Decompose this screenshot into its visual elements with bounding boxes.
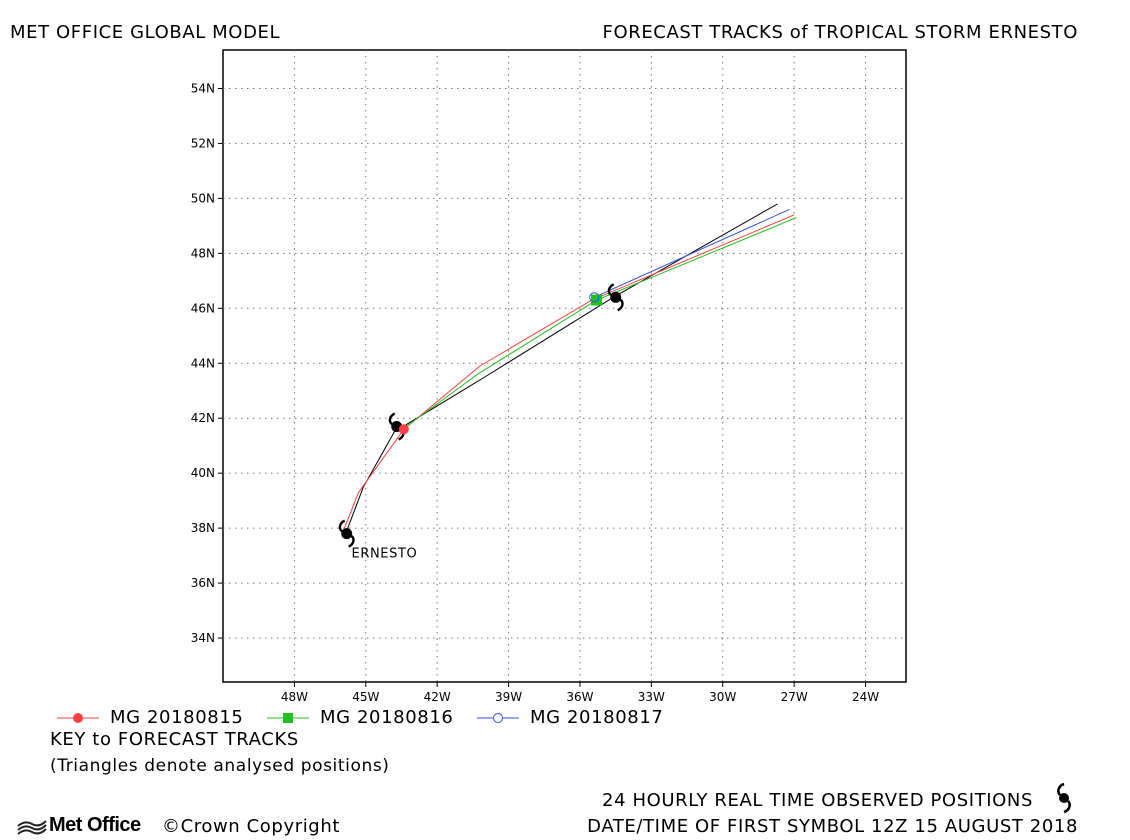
series-marker-2 <box>589 292 600 303</box>
x-tick-label-3: 39W <box>495 690 522 704</box>
storm-symbol-core-2 <box>610 291 622 303</box>
legend-label-mg-20180816: MG 20180816 <box>320 707 454 728</box>
legend-item-mg-20180816: MG 20180816 <box>265 707 475 728</box>
x-tick-label-7: 27W <box>781 690 808 704</box>
x-tick-label-1: 45W <box>352 690 379 704</box>
x-tick-label-4: 36W <box>566 690 593 704</box>
met-office-logo-icon <box>17 820 47 835</box>
observed-storm-positions <box>338 283 624 548</box>
track-line-2 <box>593 208 790 298</box>
storm-name-label: ERNESTO <box>352 546 418 561</box>
storm-symbol-arm-b-2 <box>617 298 624 312</box>
legend-blue-open-circle-marker-icon <box>477 713 519 723</box>
met-office-brand: Met Office <box>49 814 141 836</box>
y-tick-label-9: 52N <box>191 136 215 150</box>
storm-symbol-arm-a-0 <box>338 519 346 533</box>
track-line-3 <box>346 203 778 532</box>
series-marker-0 <box>398 424 409 435</box>
legend-green-square-marker-icon <box>267 713 309 723</box>
legend-item-mg-20180815: MG 20180815 <box>55 707 265 728</box>
storm-symbol-2 <box>607 283 624 312</box>
legend-label-mg-20180817: MG 20180817 <box>530 707 664 728</box>
x-tick-label-5: 33W <box>638 690 665 704</box>
legend-item-mg-20180817: MG 20180817 <box>475 707 685 728</box>
track-line-1 <box>398 217 797 433</box>
y-axis-ticks: 34N 36N 38N 40N 42N 44N 46N 48N 50N 52N 54N <box>191 81 223 645</box>
series-marker-1 <box>591 294 603 306</box>
y-tick-label-4: 42N <box>191 411 215 425</box>
header-right-title: FORECAST TRACKS of TROPICAL STORM ERNEST… <box>602 22 1078 43</box>
forecast-tracks <box>343 203 797 532</box>
storm-symbol-arm-a-2 <box>607 283 615 297</box>
y-tick-label-10: 54N <box>191 81 215 95</box>
y-tick-label-6: 46N <box>191 301 215 315</box>
y-tick-label-0: 34N <box>191 631 215 645</box>
key-title: KEY to FORECAST TRACKS <box>50 729 299 750</box>
storm-symbol-arm-b-0 <box>348 534 355 548</box>
x-tick-label-0: 48W <box>281 690 308 704</box>
y-tick-label-8: 50N <box>191 191 215 205</box>
plot-frame <box>222 49 907 683</box>
x-axis-ticks: 48W 45W 42W 39W 36W 33W 30W 27W 24W <box>281 682 879 704</box>
legend-red-circle-marker-icon <box>57 713 99 723</box>
y-tick-label-2: 38N <box>191 521 215 535</box>
storm-symbol-icon <box>1057 782 1071 814</box>
first-symbol-datetime: DATE/TIME OF FIRST SYMBOL 12Z 15 AUGUST … <box>587 816 1078 837</box>
observed-positions-note: 24 HOURLY REAL TIME OBSERVED POSITIONS <box>602 790 1033 811</box>
header-left-title: MET OFFICE GLOBAL MODEL <box>10 22 281 43</box>
x-tick-label-8: 24W <box>852 690 879 704</box>
key-note: (Triangles denote analysed positions) <box>50 756 390 776</box>
storm-symbol-core-0 <box>341 528 353 540</box>
storm-symbol-0 <box>338 519 355 548</box>
track-line-0 <box>343 214 795 529</box>
y-tick-label-5: 44N <box>191 356 215 370</box>
y-tick-label-3: 40N <box>191 466 215 480</box>
storm-symbol-arm-a-1 <box>388 412 396 426</box>
legend-label-mg-20180815: MG 20180815 <box>110 707 244 728</box>
x-tick-label-6: 30W <box>709 690 736 704</box>
x-tick-label-2: 42W <box>424 690 451 704</box>
grid-lines <box>223 50 906 682</box>
y-tick-label-1: 36N <box>191 576 215 590</box>
crown-copyright: ©Crown Copyright <box>162 816 340 837</box>
y-tick-label-7: 48N <box>191 246 215 260</box>
